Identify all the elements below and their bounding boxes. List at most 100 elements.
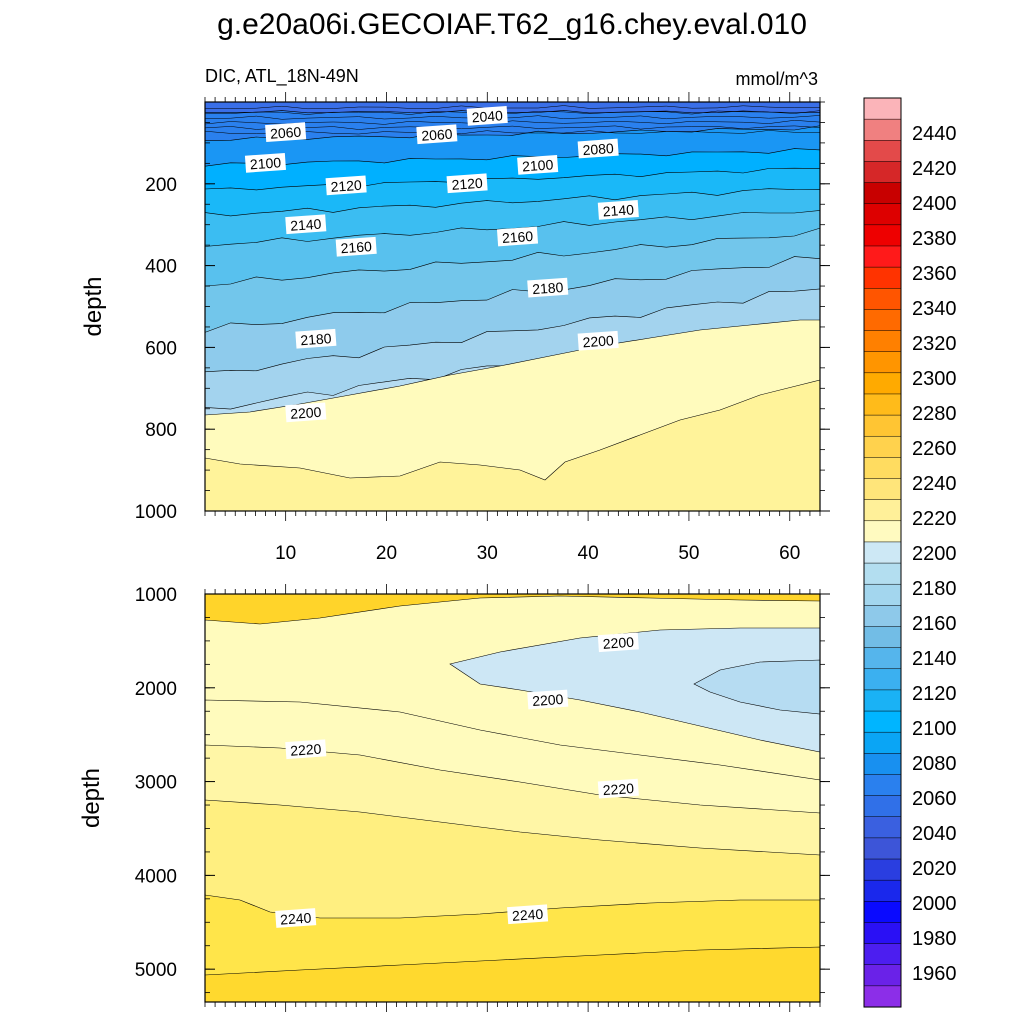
colorbar-swatch xyxy=(863,816,902,839)
colorbar-swatch xyxy=(863,245,902,268)
colorbar-swatch xyxy=(863,478,902,501)
contour-label-bg xyxy=(285,402,327,423)
colorbar-swatch xyxy=(863,689,902,712)
contour-label-text: 2200 xyxy=(290,404,322,422)
contour-label-text: 2060 xyxy=(270,124,302,142)
colorbar-label: 2160 xyxy=(912,613,957,635)
contour-label-text: 2040 xyxy=(471,107,503,125)
contour-label-bg xyxy=(244,152,287,173)
contour-label-text: 2180 xyxy=(532,279,564,297)
colorbar-label: 2100 xyxy=(912,718,957,740)
contour-label-bg xyxy=(285,214,327,235)
contour-label-bg xyxy=(496,226,539,247)
contour-label: 2140 xyxy=(597,200,639,220)
colorbar-swatch xyxy=(863,583,902,606)
upper-contour-line-0 xyxy=(204,105,820,110)
colorbar-swatch xyxy=(863,901,902,923)
upper-contour-line-3 xyxy=(204,120,821,125)
upper-contour-line-4 xyxy=(204,125,821,130)
colorbar-swatch xyxy=(863,985,902,1008)
colorbar-swatch xyxy=(863,203,902,226)
y-tick-label: 800 xyxy=(145,420,177,441)
contour-label: 2060 xyxy=(265,122,307,143)
contour-label-text: 2180 xyxy=(300,330,332,348)
upper-contour-line-1 xyxy=(204,110,821,115)
y-tick-label: 1000 xyxy=(135,585,177,606)
contour-label-bg xyxy=(597,632,639,653)
colorbar-label: 2240 xyxy=(912,473,957,495)
contour-label-bg xyxy=(527,277,569,298)
x-tick-label: 30 xyxy=(477,543,498,564)
contour-label: 2240 xyxy=(507,904,549,925)
contour-label-text: 2100 xyxy=(249,154,281,172)
colorbar-swatch xyxy=(863,710,902,733)
colorbar-label: 2380 xyxy=(912,228,957,250)
y-tick-label: 4000 xyxy=(135,866,177,887)
contour-label-text: 2140 xyxy=(290,216,322,234)
colorbar-label: 1980 xyxy=(912,928,957,950)
contour-label-bg xyxy=(466,105,508,126)
contour-label: 2120 xyxy=(325,175,367,196)
subtitle-left: DIC, ATL_18N-49N xyxy=(205,66,359,87)
y-tick-label: 200 xyxy=(145,175,177,196)
contour-label: 2240 xyxy=(275,908,317,928)
upper-contour-band-12 xyxy=(204,379,821,512)
contour-label-text: 2140 xyxy=(602,201,634,219)
colorbar-label: 2000 xyxy=(912,893,957,915)
colorbar-label: 2220 xyxy=(912,508,957,530)
contour-label: 2200 xyxy=(285,402,327,423)
contour-label-text: 2200 xyxy=(602,634,634,652)
contour-label-text: 2080 xyxy=(582,140,614,158)
subtitle-right: mmol/m^3 xyxy=(736,69,818,89)
colorbar-swatch xyxy=(863,943,902,966)
colorbar-label: 2060 xyxy=(912,788,957,810)
contour-label: 2100 xyxy=(244,152,287,173)
colorbar-swatch xyxy=(863,393,902,416)
colorbar-swatch xyxy=(863,499,902,522)
upper-contour-line-2 xyxy=(204,115,821,120)
contour-label-bg xyxy=(597,200,639,220)
y-tick-label: 2000 xyxy=(135,679,177,700)
colorbar-label: 2140 xyxy=(912,648,957,670)
colorbar-swatch xyxy=(863,541,902,564)
contour-label-text: 2220 xyxy=(290,741,322,759)
lower-panel: 1000 2000 3000 4000 5000 depth 2200 2200 2220 222… xyxy=(78,584,830,1012)
colorbar-swatch xyxy=(863,118,902,141)
contour-label-bg xyxy=(577,330,619,351)
colorbar-swatch xyxy=(863,266,902,289)
colorbar-swatch xyxy=(863,457,902,480)
colorbar-frame xyxy=(863,97,902,1008)
colorbar-swatch xyxy=(863,182,902,205)
contour-label: 2100 xyxy=(517,155,559,175)
contour-label: 2180 xyxy=(527,277,569,298)
colorbar-swatch xyxy=(863,414,902,437)
contour-label: 2200 xyxy=(597,632,639,653)
x-tick-label: 60 xyxy=(779,543,800,564)
y-tick-label: 600 xyxy=(145,338,177,359)
contour-label-text: 2200 xyxy=(532,691,564,709)
contour-label-text: 2200 xyxy=(582,332,614,350)
contour-label: 2060 xyxy=(416,124,458,145)
colorbar-label: 2360 xyxy=(912,263,957,285)
contour-label: 2160 xyxy=(335,236,377,257)
colorbar-swatch xyxy=(863,647,902,670)
x-tick-label: 50 xyxy=(678,543,699,564)
contour-label-bg xyxy=(275,908,317,928)
x-tick-label: 10 xyxy=(275,543,296,564)
contour-label-bg xyxy=(527,689,569,710)
colorbar-swatch xyxy=(863,879,902,902)
contour-label-text: 2060 xyxy=(421,126,453,144)
x-tick-label: 40 xyxy=(578,543,599,564)
colorbar-label: 1960 xyxy=(912,963,957,985)
contour-label: 2160 xyxy=(496,226,539,247)
colorbar-swatch xyxy=(863,140,902,162)
upper-contour-line-5 xyxy=(204,130,821,135)
y-tick-label: 5000 xyxy=(135,960,177,981)
colorbar-label: 2260 xyxy=(912,438,957,460)
colorbar-swatch xyxy=(863,731,902,754)
colorbar-label: 2200 xyxy=(912,543,957,565)
contour-label-bg xyxy=(446,173,488,194)
colorbar-label: 2420 xyxy=(912,158,957,180)
contour-label-text: 2120 xyxy=(451,175,483,193)
colorbar-swatch xyxy=(863,964,902,987)
